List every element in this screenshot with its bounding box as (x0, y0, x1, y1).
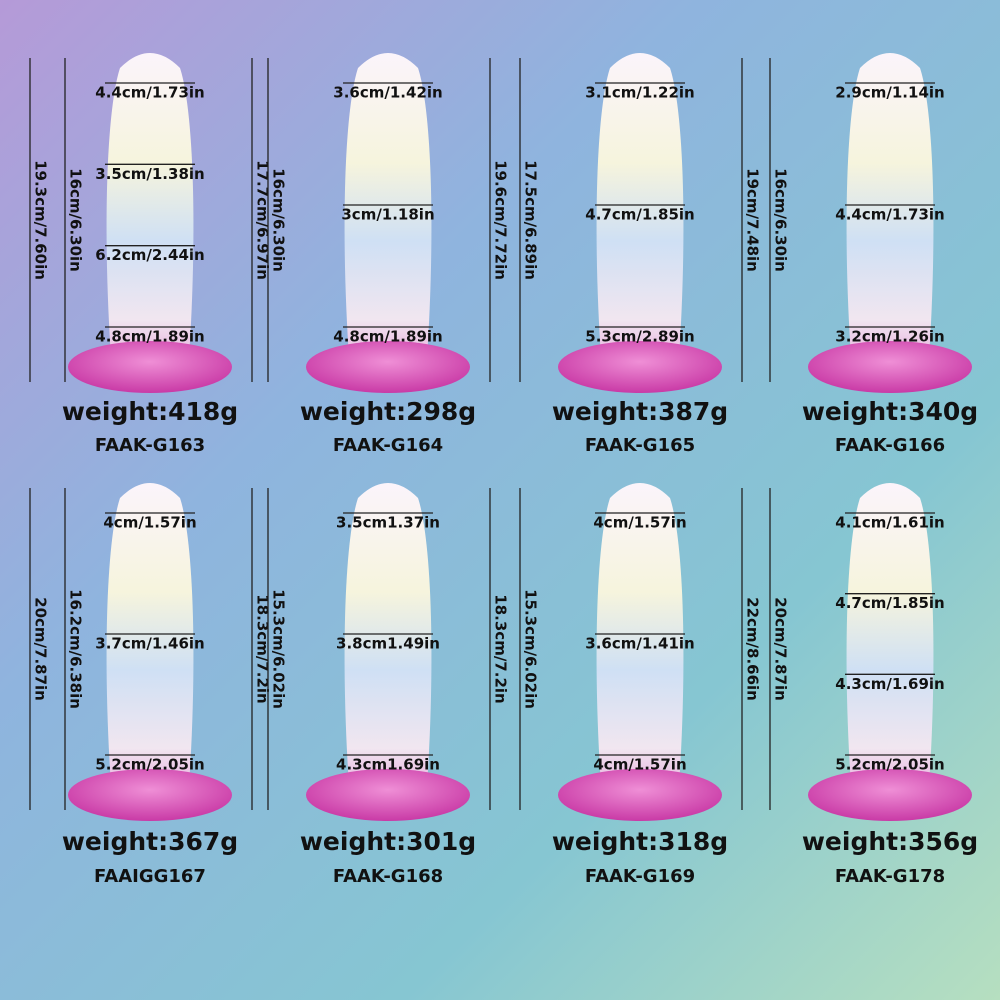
product-body (344, 483, 432, 795)
width-label: 4.4cm/1.73in (95, 84, 204, 102)
product-base (808, 769, 972, 821)
product-body (846, 53, 934, 367)
height-label: 17.5cm/6.89in (522, 160, 540, 280)
model: FAAK-G166 (835, 435, 945, 456)
width-label: 3.8cm1.49in (336, 635, 440, 653)
model: FAAIGG167 (94, 866, 206, 887)
width-label: 5.2cm/2.05in (95, 756, 204, 774)
width-label: 3.6cm/1.42in (333, 84, 442, 102)
product-body (846, 483, 934, 795)
width-label: 4.4cm/1.73in (835, 206, 944, 224)
product-base (68, 341, 232, 393)
model: FAAK-G169 (585, 866, 695, 887)
width-label: 3.7cm/1.46in (95, 635, 204, 653)
height-label: 18.3cm/7.2in (492, 594, 510, 703)
width-label: 4.8cm/1.89in (95, 328, 204, 346)
height-label: 19cm/7.48in (744, 168, 762, 272)
model: FAAK-G164 (333, 435, 443, 456)
width-label: 3cm/1.18in (341, 206, 434, 224)
width-label: 4.8cm/1.89in (333, 328, 442, 346)
product-base (306, 769, 470, 821)
width-label: 5.3cm/2.89in (585, 328, 694, 346)
height-label: 15.3cm/6.02in (522, 589, 540, 709)
product-base (306, 341, 470, 393)
width-label: 4.7cm/1.85in (585, 206, 694, 224)
model: FAAK-G178 (835, 866, 945, 887)
width-label: 3.6cm/1.41in (585, 635, 694, 653)
width-label: 3.5cm1.37in (336, 514, 440, 532)
width-label: 3.1cm/1.22in (585, 84, 694, 102)
height-label: 15.3cm/6.02in (270, 589, 288, 709)
weight: weight:387g (552, 397, 728, 426)
height-label: 20cm/7.87in (32, 597, 50, 701)
model: FAAK-G168 (333, 866, 443, 887)
product-body (596, 53, 684, 367)
weight: weight:301g (300, 827, 476, 856)
height-label: 18.3cm/7.2in (254, 594, 272, 703)
product-body (106, 483, 194, 795)
width-label: 2.9cm/1.14in (835, 84, 944, 102)
width-label: 4cm/1.57in (593, 514, 686, 532)
weight: weight:298g (300, 397, 476, 426)
product-body (344, 53, 432, 367)
height-label: 19.3cm/7.60in (32, 160, 50, 280)
height-label: 16.2cm/6.38in (67, 589, 85, 709)
weight: weight:356g (802, 827, 978, 856)
height-label: 20cm/7.87in (772, 597, 790, 701)
width-label: 4.3cm/1.69in (835, 675, 944, 693)
width-label: 4.1cm/1.61in (835, 514, 944, 532)
product-base (558, 341, 722, 393)
weight: weight:340g (802, 397, 978, 426)
width-label: 4.3cm1.69in (336, 756, 440, 774)
weight: weight:418g (62, 397, 238, 426)
height-label: 22cm/8.66in (744, 597, 762, 701)
product-base (808, 341, 972, 393)
width-label: 5.2cm/2.05in (835, 756, 944, 774)
product-base (68, 769, 232, 821)
product-body (106, 53, 194, 367)
height-label: 16cm/6.30in (270, 168, 288, 272)
model: FAAK-G163 (95, 435, 205, 456)
width-label: 6.2cm/2.44in (95, 246, 204, 264)
width-label: 3.2cm/1.26in (835, 328, 944, 346)
model: FAAK-G165 (585, 435, 695, 456)
height-label: 19.6cm/7.72in (492, 160, 510, 280)
product-base (558, 769, 722, 821)
height-label: 16cm/6.30in (67, 168, 85, 272)
width-label: 4.7cm/1.85in (835, 594, 944, 612)
width-label: 4cm/1.57in (103, 514, 196, 532)
weight: weight:318g (552, 827, 728, 856)
width-label: 3.5cm/1.38in (95, 165, 204, 183)
weight: weight:367g (62, 827, 238, 856)
product-body (596, 483, 684, 795)
height-label: 16cm/6.30in (772, 168, 790, 272)
width-label: 4cm/1.57in (593, 756, 686, 774)
height-label: 17.7cm/6.97in (254, 160, 272, 280)
